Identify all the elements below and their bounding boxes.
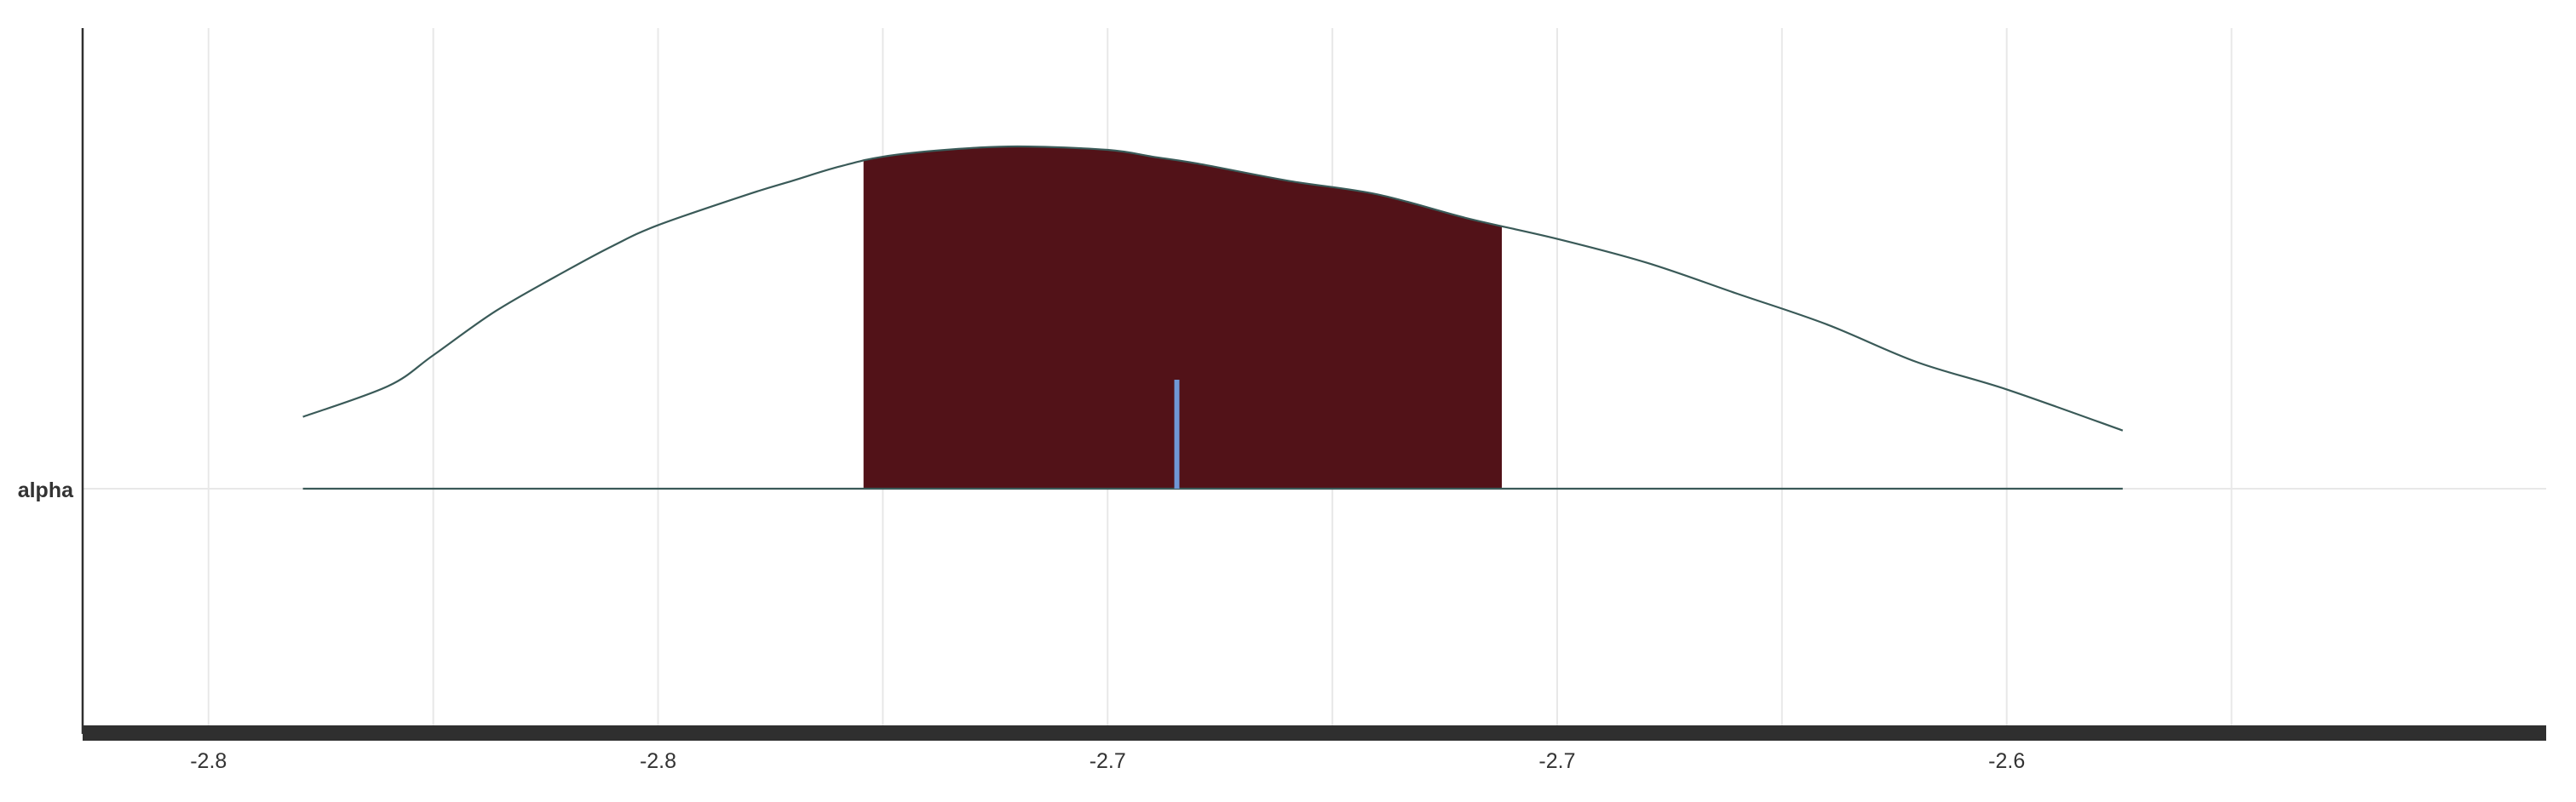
x-tick-label: -2.8 <box>640 749 676 773</box>
density-plot <box>302 145 2124 490</box>
category-label-alpha: alpha <box>18 478 74 502</box>
hdi-interval-fill <box>863 146 1503 490</box>
density-curve <box>302 145 2124 432</box>
x-tick-label: -2.7 <box>1090 749 1126 773</box>
x-tick-label: -2.8 <box>190 749 227 773</box>
x-tick-label: -2.6 <box>1988 749 2025 773</box>
x-axis-bar <box>83 725 2546 741</box>
x-tick-label: -2.7 <box>1538 749 1575 773</box>
x-axis-ticks: -2.8 -2.8 -2.7 -2.7 -2.6 <box>190 749 2025 773</box>
